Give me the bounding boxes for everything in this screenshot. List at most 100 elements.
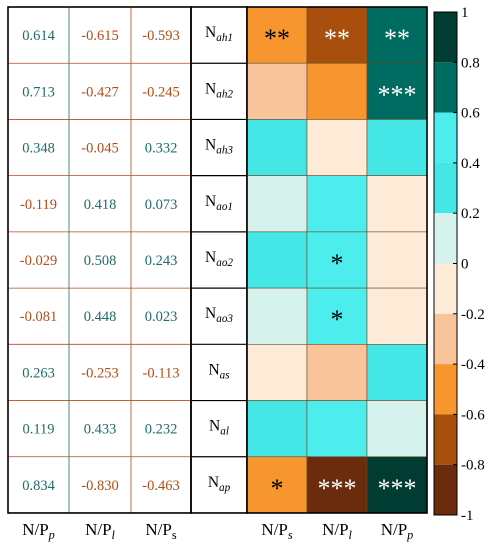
heatmap-cell (246, 62, 308, 120)
significance-marker: * (271, 474, 284, 503)
heatmap-cell (366, 287, 428, 345)
row-label-sub: ao3 (216, 313, 233, 325)
colorbar-tick-label: 0.8 (461, 55, 480, 71)
table-cell-value: 0.834 (22, 478, 55, 494)
colorbar-bin (434, 464, 457, 515)
colorbar-tick-label: 0.4 (461, 156, 480, 172)
heatmap-cell (306, 62, 368, 120)
row-label-main: N (208, 361, 219, 378)
table-column-label-main: N/P (85, 520, 111, 539)
table-cell-value: -0.253 (81, 365, 118, 381)
significance-marker: *** (378, 474, 417, 503)
heatmap-cell (246, 400, 308, 458)
row-label: Nao3 (205, 305, 233, 325)
heatmap-column-label-sub: s (288, 528, 293, 542)
heatmap-cell (366, 456, 428, 514)
table-column-label-sub: s (172, 528, 177, 542)
row-label: Nah2 (205, 80, 233, 100)
row-label: Nao1 (205, 193, 233, 213)
table-cell-value: -0.830 (81, 478, 118, 494)
row-label: Nah1 (205, 24, 233, 44)
table-cell-value: 0.119 (22, 422, 54, 438)
significance-marker: * (331, 249, 344, 278)
heatmap-cell (306, 400, 368, 458)
colorbar-bin (434, 62, 457, 113)
colorbar-tick-label: 1 (461, 5, 469, 21)
heatmap-column-label: N/Pl (322, 520, 352, 542)
table-cell-value: -0.119 (20, 197, 57, 213)
heatmap-cell (306, 287, 368, 345)
row-label-main: N (205, 80, 216, 97)
table-cell-value: -0.245 (142, 84, 179, 100)
heatmap-column-label-main: N/P (322, 520, 348, 539)
table-cell-value: 0.713 (22, 84, 55, 100)
heatmap-cell (246, 119, 308, 176)
colorbar-bin (434, 414, 457, 465)
heatmap-cell (246, 344, 308, 401)
row-label-sub: ao1 (216, 201, 233, 213)
colorbar-tick-label: 0 (461, 257, 469, 273)
colorbar-bin (434, 313, 457, 365)
table-cell-value: 0.348 (22, 141, 55, 157)
table-cell-value: -0.463 (142, 478, 179, 494)
table-cell-value: -0.113 (143, 365, 180, 381)
table-column-label: N/Pl (85, 520, 115, 542)
table-cell-value: -0.593 (142, 28, 179, 44)
table-column-label-sub: l (112, 528, 116, 542)
table-cell-value: -0.427 (81, 84, 118, 100)
table-cell-value: 0.433 (84, 422, 117, 438)
colorbar-tick-label: -0.4 (461, 357, 485, 373)
table-cell-value: 0.073 (145, 197, 178, 213)
heatmap-column-label: N/Ps (261, 520, 292, 542)
colorbar-tick-label: -1 (461, 508, 474, 524)
colorbar-bin (434, 213, 457, 264)
significance-marker: *** (318, 474, 357, 503)
heatmap-cell (306, 456, 368, 514)
row-label: Nao2 (205, 249, 233, 269)
table-column-label-sub: p (48, 528, 55, 542)
table-column-label-main: N/P (22, 520, 48, 539)
row-label: Nap (208, 474, 231, 494)
table-cell-value: 0.332 (145, 141, 178, 157)
row-label-sub: al (220, 426, 229, 438)
heatmap-column-label-sub: l (349, 528, 353, 542)
heatmap-cell (306, 175, 368, 233)
heatmap-cell (366, 175, 428, 233)
table-cell-value: -0.615 (81, 28, 118, 44)
row-label-sub: ao2 (216, 257, 233, 269)
correlation-table: 0.614 -0.615 -0.593 0.713 -0.427 -0.245 0.348 -… (7, 6, 192, 542)
significance-marker: ** (264, 24, 290, 53)
row-label-sub: ah1 (216, 32, 233, 44)
row-label-main: N (205, 24, 216, 41)
colorbar-tick-label: -0.6 (461, 407, 485, 423)
heatmap-column-label-sub: p (406, 528, 413, 542)
colorbar-tick-label: -0.8 (461, 458, 485, 474)
table-cell-value: 0.418 (84, 197, 117, 213)
row-label: Nal (209, 418, 229, 438)
row-label-sub: ah2 (216, 88, 233, 100)
heatmap-cell (366, 344, 428, 401)
heatmap-border (246, 6, 428, 514)
colorbar-bin (434, 112, 457, 163)
row-label-main: N (208, 474, 219, 491)
heatmap-cell (246, 287, 308, 345)
row-label-main: N (205, 193, 216, 210)
table-column-label-main: N/P (145, 520, 171, 539)
heatmap-cell (246, 231, 308, 289)
table-cell-value: -0.081 (20, 309, 57, 325)
heatmap-column-label-main: N/P (261, 520, 287, 539)
table-cell-value: 0.023 (145, 309, 178, 325)
table-cell-value: -0.045 (81, 141, 118, 157)
heatmap-cell (246, 456, 308, 514)
row-label-main: N (205, 137, 216, 154)
colorbar-bin (434, 162, 457, 214)
heatmap-cell (366, 231, 428, 289)
row-label-main: N (209, 418, 220, 435)
table-column-label: N/Ps (145, 520, 176, 542)
colorbar-bin (434, 364, 457, 415)
heatmap-cell (306, 119, 368, 176)
table-column-label: N/Pp (22, 520, 55, 542)
significance-marker: ** (324, 24, 350, 53)
colorbar: 1 0.8 0.6 0.4 0.2 0 -0.2 -0.4 -0.6 -0.8 -1 (433, 5, 485, 524)
